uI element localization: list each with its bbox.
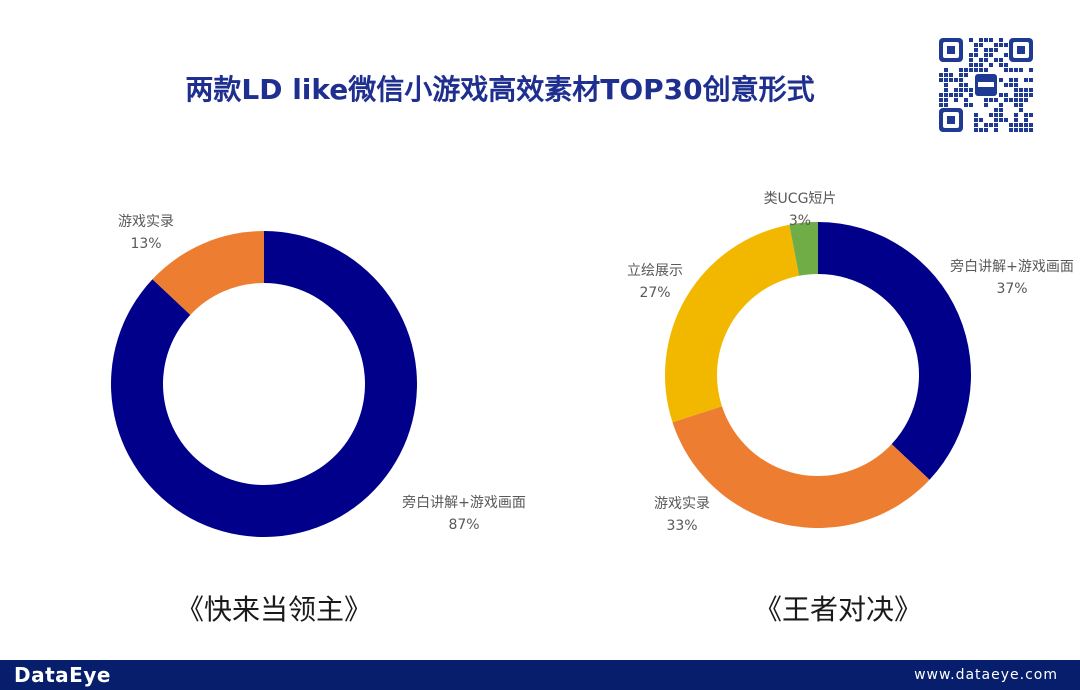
donut-2-label-3: 立绘展示	[627, 263, 683, 279]
donut-1-slice-1	[111, 231, 418, 537]
donut-2-value-2: 33%	[666, 518, 697, 534]
donut-2-slice-1	[818, 222, 971, 480]
footer-brand: DataEye	[14, 663, 111, 687]
footer-bar: DataEye www.dataeye.com	[0, 660, 1080, 690]
donut-2-value-3: 27%	[639, 285, 670, 301]
caption-chart-2: 《王者对决》	[754, 593, 923, 626]
donut-2-value-4: 3%	[789, 213, 811, 229]
donut-1-label-1: 旁白讲解+游戏画面	[402, 494, 526, 511]
footer-website[interactable]: www.dataeye.com	[914, 667, 1058, 683]
qr-code-icon	[937, 36, 1035, 134]
donut-1-value-2: 13%	[130, 236, 161, 252]
chart-kuailai: 旁白讲解+游戏画面 87% 游戏实录 13%	[111, 214, 526, 537]
donut-2-label-1: 旁白讲解+游戏画面	[950, 258, 1074, 275]
donut-2-slice-4	[789, 222, 818, 276]
donut-charts: 旁白讲解+游戏画面 87% 游戏实录 13% 旁白讲解+游戏画面 37% 游戏实录 33% 立…	[111, 191, 1074, 537]
page-title: 两款LD like微信小游戏高效素材TOP30创意形式	[185, 73, 815, 106]
donut-2-slice-3	[665, 224, 800, 423]
donut-2-label-2: 游戏实录	[654, 496, 710, 512]
chart-wangzhe: 旁白讲解+游戏画面 37% 游戏实录 33% 立绘展示 27% 类UCG短片 3%	[627, 191, 1074, 534]
donut-1-slice-2	[152, 231, 264, 315]
caption-chart-1: 《快来当领主》	[176, 593, 373, 626]
donut-1-label-2: 游戏实录	[118, 214, 174, 230]
donut-1-value-1: 87%	[448, 517, 479, 533]
donut-2-label-4: 类UCG短片	[764, 191, 837, 207]
donut-2-value-1: 37%	[996, 281, 1027, 297]
donut-2-slice-2	[672, 406, 930, 529]
